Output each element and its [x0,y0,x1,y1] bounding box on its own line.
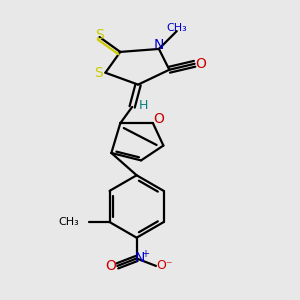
Text: S: S [94,66,103,80]
Text: H: H [139,99,148,112]
Text: O: O [196,57,207,71]
Text: N: N [135,251,146,266]
Text: CH₃: CH₃ [58,217,79,227]
Text: O⁻: O⁻ [157,260,173,272]
Text: O: O [105,259,116,273]
Text: N: N [154,38,164,52]
Text: CH₃: CH₃ [167,22,187,32]
Text: S: S [95,28,104,42]
Text: O: O [153,112,164,126]
Text: +: + [141,249,149,259]
